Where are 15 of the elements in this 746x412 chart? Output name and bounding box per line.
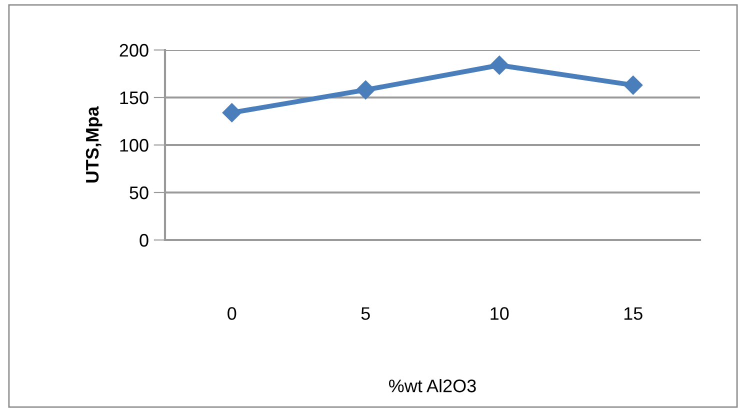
y-tick-label: 200 <box>120 44 148 57</box>
y-tick-label: 50 <box>130 186 148 200</box>
y-tick-label: 100 <box>120 138 148 152</box>
x-tick-label: 10 <box>490 307 509 320</box>
x-tick-label: 5 <box>361 307 370 320</box>
x-axis-title: %wt Al2O3 <box>388 379 476 392</box>
point <box>624 76 643 95</box>
x-tick-label: 15 <box>624 307 642 320</box>
point <box>356 80 376 100</box>
point <box>222 103 242 122</box>
y-tick-label: 150 <box>120 91 148 104</box>
y-tick-label: 0 <box>140 234 148 247</box>
x-tick-label: 0 <box>228 307 236 320</box>
point <box>490 56 509 75</box>
y-axis-title: UTS,Mpa <box>86 106 102 183</box>
